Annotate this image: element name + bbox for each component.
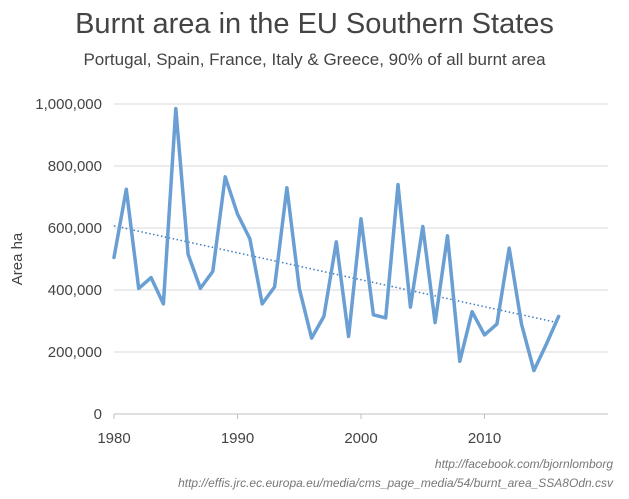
- series-line: [112, 106, 561, 373]
- chart-subtitle: Portugal, Spain, France, Italy & Greece,…: [83, 50, 546, 69]
- x-tick-label: 2010: [468, 430, 501, 447]
- axes: [113, 413, 608, 419]
- x-tick-label: 1980: [97, 430, 130, 447]
- y-tick-label: 800,000: [48, 158, 102, 175]
- x-tick-labels: 1980 1990 2000 2010: [97, 430, 501, 447]
- y-tick-label: 400,000: [48, 282, 102, 299]
- y-tick-label: 0: [94, 406, 102, 423]
- x-tick-label: 1990: [221, 430, 254, 447]
- credit-data-source: http://effis.jrc.ec.europa.eu/media/cms_…: [178, 476, 613, 490]
- y-tick-label: 200,000: [48, 344, 102, 361]
- y-tick-label: 600,000: [48, 220, 102, 237]
- y-tick-labels: 0 200,000 400,000 600,000 800,000 1,000,000: [35, 96, 102, 423]
- y-tick-label: 1,000,000: [35, 96, 102, 113]
- y-axis-label: Area ha: [9, 232, 26, 285]
- chart-title: Burnt area in the EU Southern States: [75, 8, 554, 40]
- series-layer: [112, 106, 561, 373]
- x-tick-label: 2000: [344, 430, 377, 447]
- gridlines: [114, 103, 608, 353]
- credit-facebook: http://facebook.com/bjornlomborg: [434, 457, 613, 471]
